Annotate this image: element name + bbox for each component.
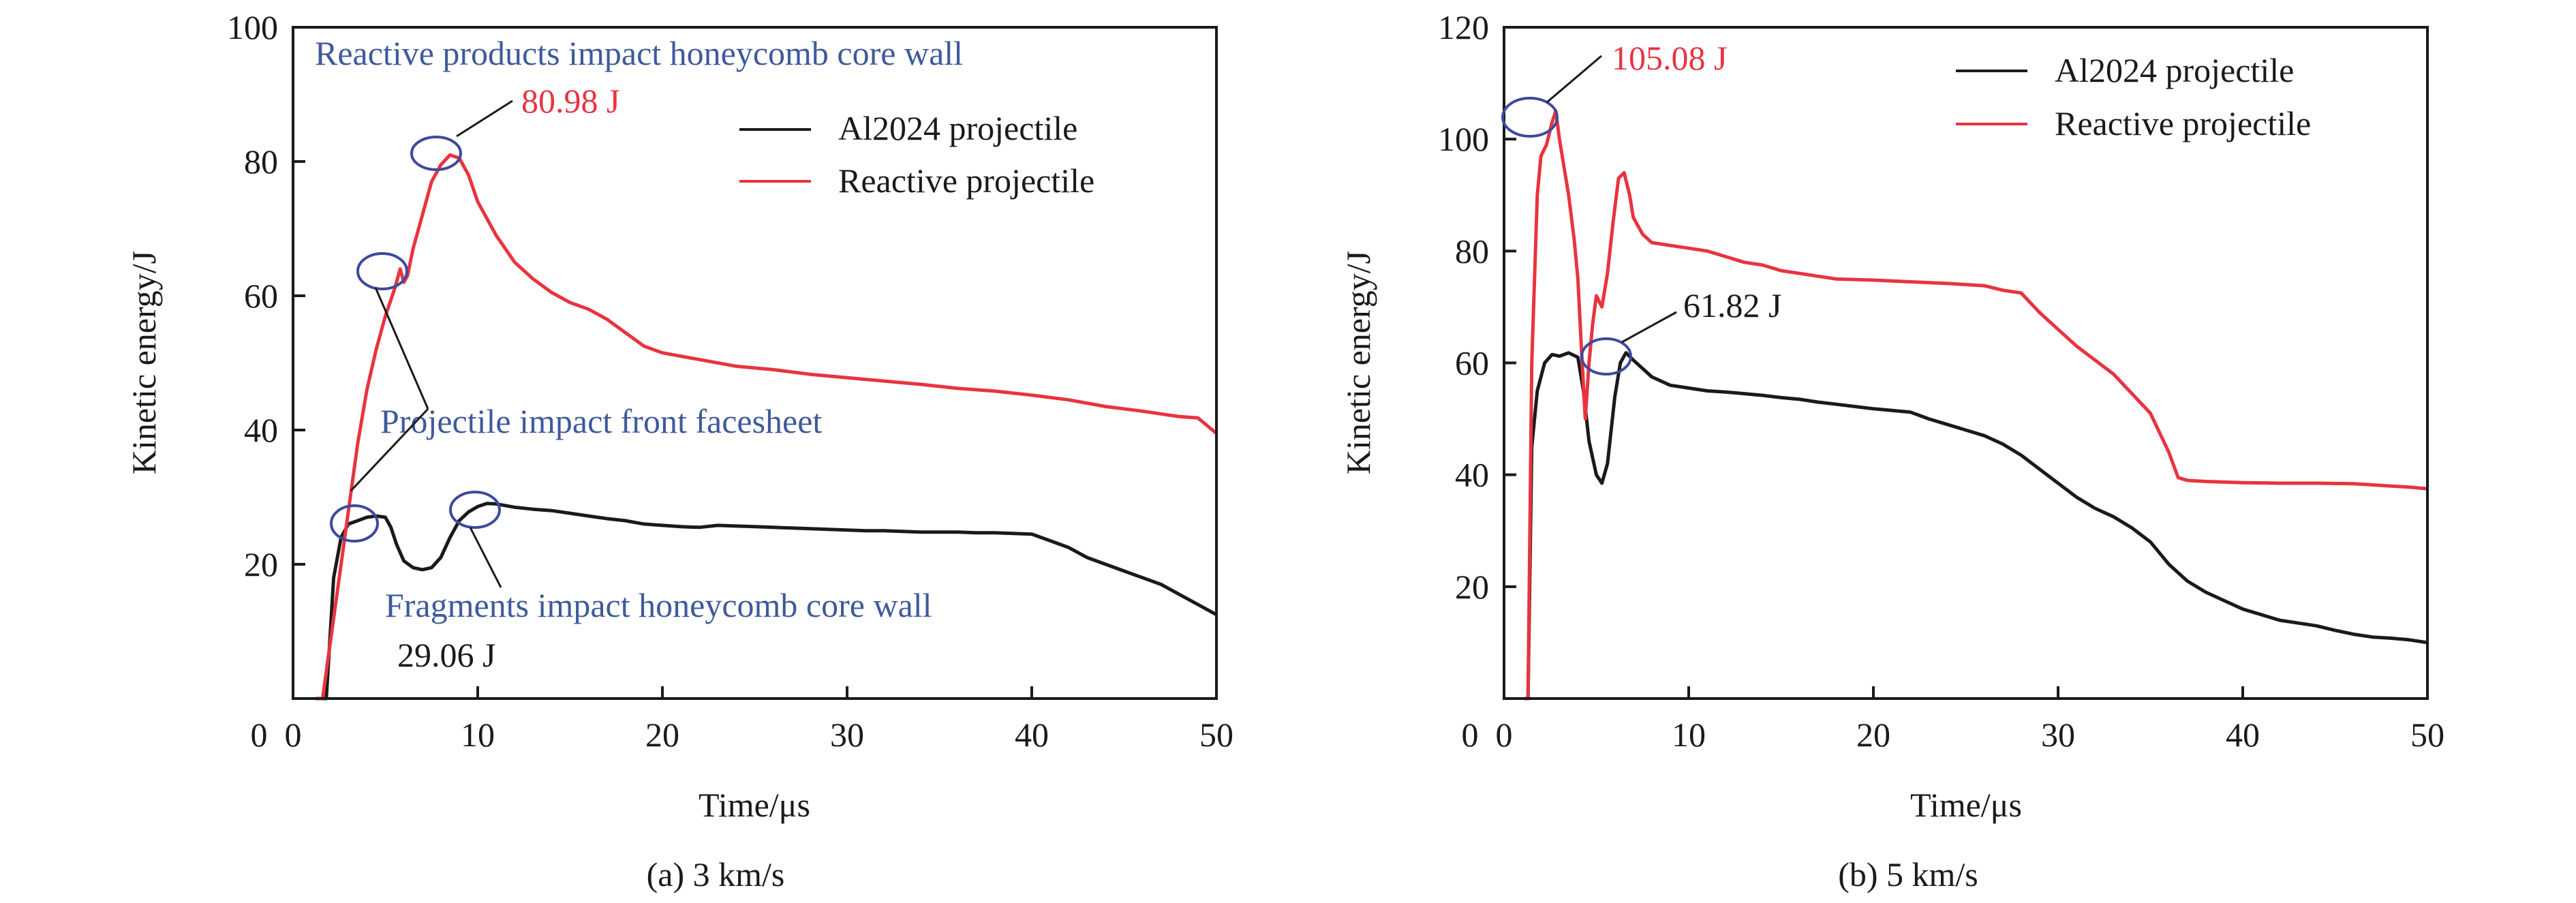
panel-caption: (b) 5 km/s (1838, 855, 1978, 893)
x-tick-label: 0 (1496, 716, 1513, 754)
annotations: 105.08 J 61.82 J (1501, 39, 1781, 376)
x-tick-label: 40 (2226, 716, 2260, 754)
x-tick-label: 30 (2041, 716, 2075, 754)
y-tick-label: 20 (244, 545, 278, 583)
y-tick-label: 120 (1438, 8, 1489, 46)
annotations: Reactive products impact honeycomb core … (315, 34, 963, 674)
x-tick-label: 50 (2410, 716, 2444, 754)
series-line-al2024 (1524, 351, 2428, 701)
y-tick-label: 60 (1455, 344, 1489, 382)
x-tick-label: 40 (1015, 716, 1049, 754)
annotation-fragments: Fragments impact honeycomb core wall (385, 586, 932, 624)
annotation-value-105-08: 105.08 J (1612, 39, 1727, 77)
y-tick-label: 60 (244, 277, 278, 315)
annotation-circle-peak-al (1580, 337, 1632, 376)
series-line-reactive (315, 153, 1218, 701)
legend: Al2024 projectile Reactive projectile (1956, 51, 2311, 142)
x-tick-label: 20 (645, 716, 679, 754)
y-tick-label-zero: 0 (251, 716, 268, 754)
x-tick-label: 10 (461, 716, 495, 754)
annotation-circle-peak-reactive (410, 136, 462, 171)
x-axis-label: Time/μs (1910, 786, 2022, 824)
y-tick-label: 80 (244, 142, 278, 181)
annotation-circle-facesheet-reactive (356, 252, 408, 290)
chart-panel-a: 0 10 20 30 40 50 20 40 60 80 100 0 Kinetic energy/J… (125, 8, 1233, 893)
y-tick-label: 40 (244, 411, 278, 449)
x-tick-label: 0 (285, 716, 302, 754)
annotation-leader (350, 408, 429, 492)
y-axis-label: Kinetic energy/J (125, 251, 163, 474)
y-tick-label: 100 (1438, 120, 1489, 158)
annotation-leader (456, 100, 513, 138)
series-line-reactive (1524, 109, 2428, 701)
series-line-al2024 (315, 502, 1218, 701)
y-tick-label: 80 (1455, 232, 1489, 270)
legend-label-al2024: Al2024 projectile (838, 109, 1077, 147)
x-tick-label: 20 (1856, 716, 1890, 754)
annotation-value-80-98: 80.98 J (521, 82, 619, 120)
annotation-value-61-82: 61.82 J (1683, 286, 1781, 324)
legend-label-reactive: Reactive projectile (838, 162, 1094, 200)
y-tick-label-zero: 0 (1462, 716, 1479, 754)
x-axis-label: Time/μs (699, 786, 810, 824)
legend-label-reactive: Reactive projectile (2055, 104, 2311, 142)
panel-caption: (a) 3 km/s (647, 855, 785, 893)
annotation-value-29-06: 29.06 J (397, 636, 495, 674)
x-tick-label: 10 (1672, 716, 1706, 754)
y-axis-label: Kinetic energy/J (1339, 251, 1377, 474)
y-tick-label: 20 (1455, 568, 1489, 606)
annotation-facesheet: Projectile impact front facesheet (380, 402, 822, 440)
chart-panel-b: 0 10 20 30 40 50 20 40 60 80 100 120 0 Kinetic energ… (1339, 8, 2444, 893)
annotation-leader (1546, 55, 1602, 104)
x-tick-label: 30 (830, 716, 864, 754)
plot-frame (292, 26, 1218, 700)
annotation-circle-peak-reactive (1501, 97, 1559, 138)
y-tick-label: 40 (1455, 456, 1489, 494)
annotation-leader (469, 527, 502, 588)
y-tick-label: 100 (227, 8, 278, 46)
annotation-reactive-products: Reactive products impact honeycomb core … (315, 34, 963, 72)
annotation-leader (374, 287, 429, 410)
legend-label-al2024: Al2024 projectile (2055, 51, 2294, 89)
annotation-leader (1621, 311, 1677, 343)
annotation-circle-facesheet-al (330, 504, 379, 542)
annotation-circle-fragments (449, 491, 501, 529)
legend: Al2024 projectile Reactive projectile (739, 109, 1094, 200)
x-tick-label: 50 (1199, 716, 1233, 754)
